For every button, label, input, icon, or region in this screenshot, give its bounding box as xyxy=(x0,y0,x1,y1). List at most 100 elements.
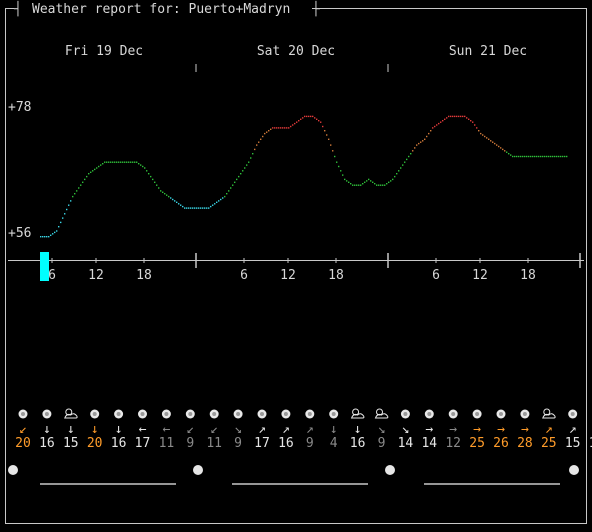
temperature-point xyxy=(308,115,310,118)
temperature-point xyxy=(58,226,60,228)
wind-speed-value: 4 xyxy=(330,436,338,451)
temperature-point xyxy=(436,124,438,126)
temperature-point xyxy=(50,234,52,236)
temperature-point xyxy=(500,147,502,149)
temperature-point xyxy=(90,171,92,173)
wind-direction-icon: ↓ xyxy=(115,422,123,437)
hour-tick-label: 18 xyxy=(520,268,536,283)
sun-icon xyxy=(472,409,482,419)
temperature-point xyxy=(460,115,462,118)
day-marker-dot[interactable] xyxy=(8,465,18,475)
temperature-point xyxy=(122,161,124,163)
wind-speed-value: 11 xyxy=(159,436,175,451)
wind-direction-icon: ↗ xyxy=(306,422,314,437)
temperature-point xyxy=(48,236,50,238)
temperature-point xyxy=(356,184,358,186)
temperature-point xyxy=(426,135,428,138)
temperature-point xyxy=(456,115,458,118)
temperature-point xyxy=(236,178,238,181)
temperature-point xyxy=(70,200,72,202)
temperature-point xyxy=(170,197,172,199)
wind-speed-value: 9 xyxy=(186,436,194,451)
temperature-point xyxy=(278,127,280,129)
wind-speed-value: 26 xyxy=(493,436,509,451)
wind-speed-value: 9 xyxy=(378,436,386,451)
temperature-point xyxy=(402,164,404,166)
title-bar-gap xyxy=(14,2,312,16)
temperature-point xyxy=(362,183,364,185)
sun-icon xyxy=(114,409,124,419)
temperature-point xyxy=(418,142,420,145)
temperature-point xyxy=(482,134,484,136)
day-label-fri: Fri 19 Dec xyxy=(65,44,143,59)
temperature-point xyxy=(510,154,512,156)
day-marker-dot[interactable] xyxy=(193,465,203,475)
temperature-point xyxy=(414,147,416,149)
temperature-point xyxy=(262,135,264,138)
temperature-point xyxy=(558,155,560,158)
sun-icon xyxy=(209,409,219,419)
wind-speed-value: 15 xyxy=(63,436,79,451)
temperature-point xyxy=(196,207,198,209)
temperature-point xyxy=(150,175,152,178)
sun-icon xyxy=(305,409,315,419)
sun-icon xyxy=(185,409,195,419)
temperature-point xyxy=(98,165,100,168)
temperature-point xyxy=(382,184,384,186)
temperature-point xyxy=(54,231,56,234)
wind-speed-value: 14 xyxy=(421,436,437,451)
day-marker-dot[interactable] xyxy=(385,465,395,475)
temperature-point xyxy=(526,155,528,158)
time-axis: 6 12 18 6 12 18 6 12 18 xyxy=(8,253,584,283)
day-label-sat: Sat 20 Dec xyxy=(257,44,335,59)
temperature-point xyxy=(566,155,568,158)
temperature-point xyxy=(66,208,68,211)
temperature-point xyxy=(452,115,454,118)
day-label-sun: Sun 21 Dec xyxy=(449,44,527,59)
temperature-point xyxy=(306,115,308,118)
temperature-point xyxy=(74,193,76,195)
temperature-point xyxy=(354,184,356,186)
temperature-point xyxy=(282,127,284,129)
temperature-point xyxy=(516,155,518,158)
temperature-point xyxy=(108,161,110,163)
current-time-cursor[interactable] xyxy=(40,252,49,281)
temperature-point xyxy=(128,161,130,163)
sun-icon xyxy=(138,409,147,419)
temperature-point xyxy=(466,117,468,119)
day-marker-dot[interactable] xyxy=(569,465,579,475)
temperature-point xyxy=(202,207,204,209)
temperature-point xyxy=(100,164,102,166)
wind-direction-icon: → xyxy=(449,422,457,437)
wind-direction-icon: ↘ xyxy=(401,422,409,437)
temperature-point xyxy=(242,170,244,172)
wind-direction-icon: → xyxy=(521,422,529,437)
temperature-point xyxy=(200,207,202,209)
sun-icon xyxy=(496,409,506,419)
temperature-point xyxy=(348,181,350,183)
wind-direction-icon: → xyxy=(497,422,505,437)
temperature-point xyxy=(476,127,478,129)
temperature-point xyxy=(244,167,246,169)
temperature-point xyxy=(412,150,414,152)
temperature-point xyxy=(406,158,408,161)
temperature-point xyxy=(470,120,472,122)
temperature-point xyxy=(52,233,54,235)
temperature-point xyxy=(228,190,230,192)
temperature-point xyxy=(248,161,250,163)
temperature-point xyxy=(220,198,222,201)
temperature-point xyxy=(334,155,336,158)
temperature-point xyxy=(84,178,86,181)
temperature-point xyxy=(350,183,352,185)
wind-direction-icon: ↙ xyxy=(186,422,194,437)
wind-direction-icon: ↓ xyxy=(330,422,338,437)
temperature-point xyxy=(144,167,146,169)
wind-speed-value: 16 xyxy=(39,436,55,451)
wind-speed-value: 25 xyxy=(541,436,557,451)
bottom-bar xyxy=(8,465,579,485)
temperature-point xyxy=(524,155,526,158)
temperature-point xyxy=(316,118,318,120)
temperature-point xyxy=(448,115,450,118)
temperature-point xyxy=(272,127,274,129)
wind-speed-value: 16 xyxy=(350,436,366,451)
